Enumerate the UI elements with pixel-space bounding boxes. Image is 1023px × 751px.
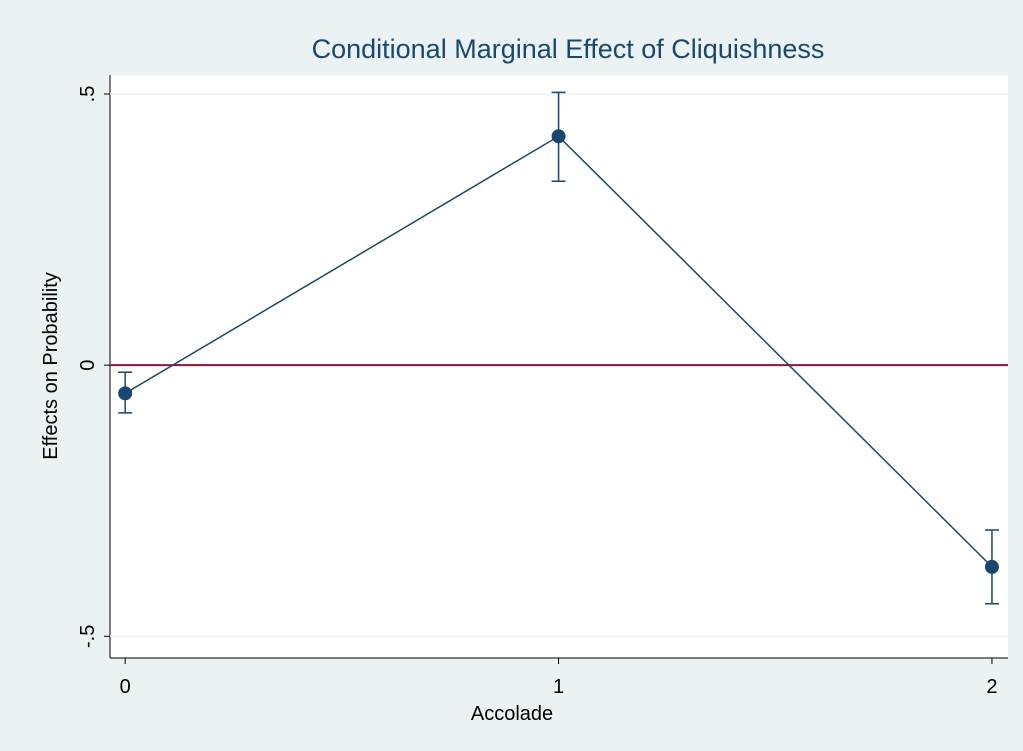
point: [984, 559, 999, 574]
y-tick-label: .5: [77, 86, 99, 103]
y-tick-label: 0: [77, 360, 99, 371]
y-axis-label: Effects on Probability: [40, 272, 62, 460]
y-tick-label: -.5: [77, 625, 99, 648]
x-tick-label: 1: [553, 676, 564, 698]
point: [118, 386, 133, 401]
point: [551, 129, 566, 144]
x-tick-label: 2: [986, 676, 997, 698]
chart-title: Conditional Marginal Effect of Cliquishn…: [312, 34, 825, 64]
x-tick-label: 0: [120, 676, 131, 698]
x-axis-label: Accolade: [471, 703, 553, 725]
